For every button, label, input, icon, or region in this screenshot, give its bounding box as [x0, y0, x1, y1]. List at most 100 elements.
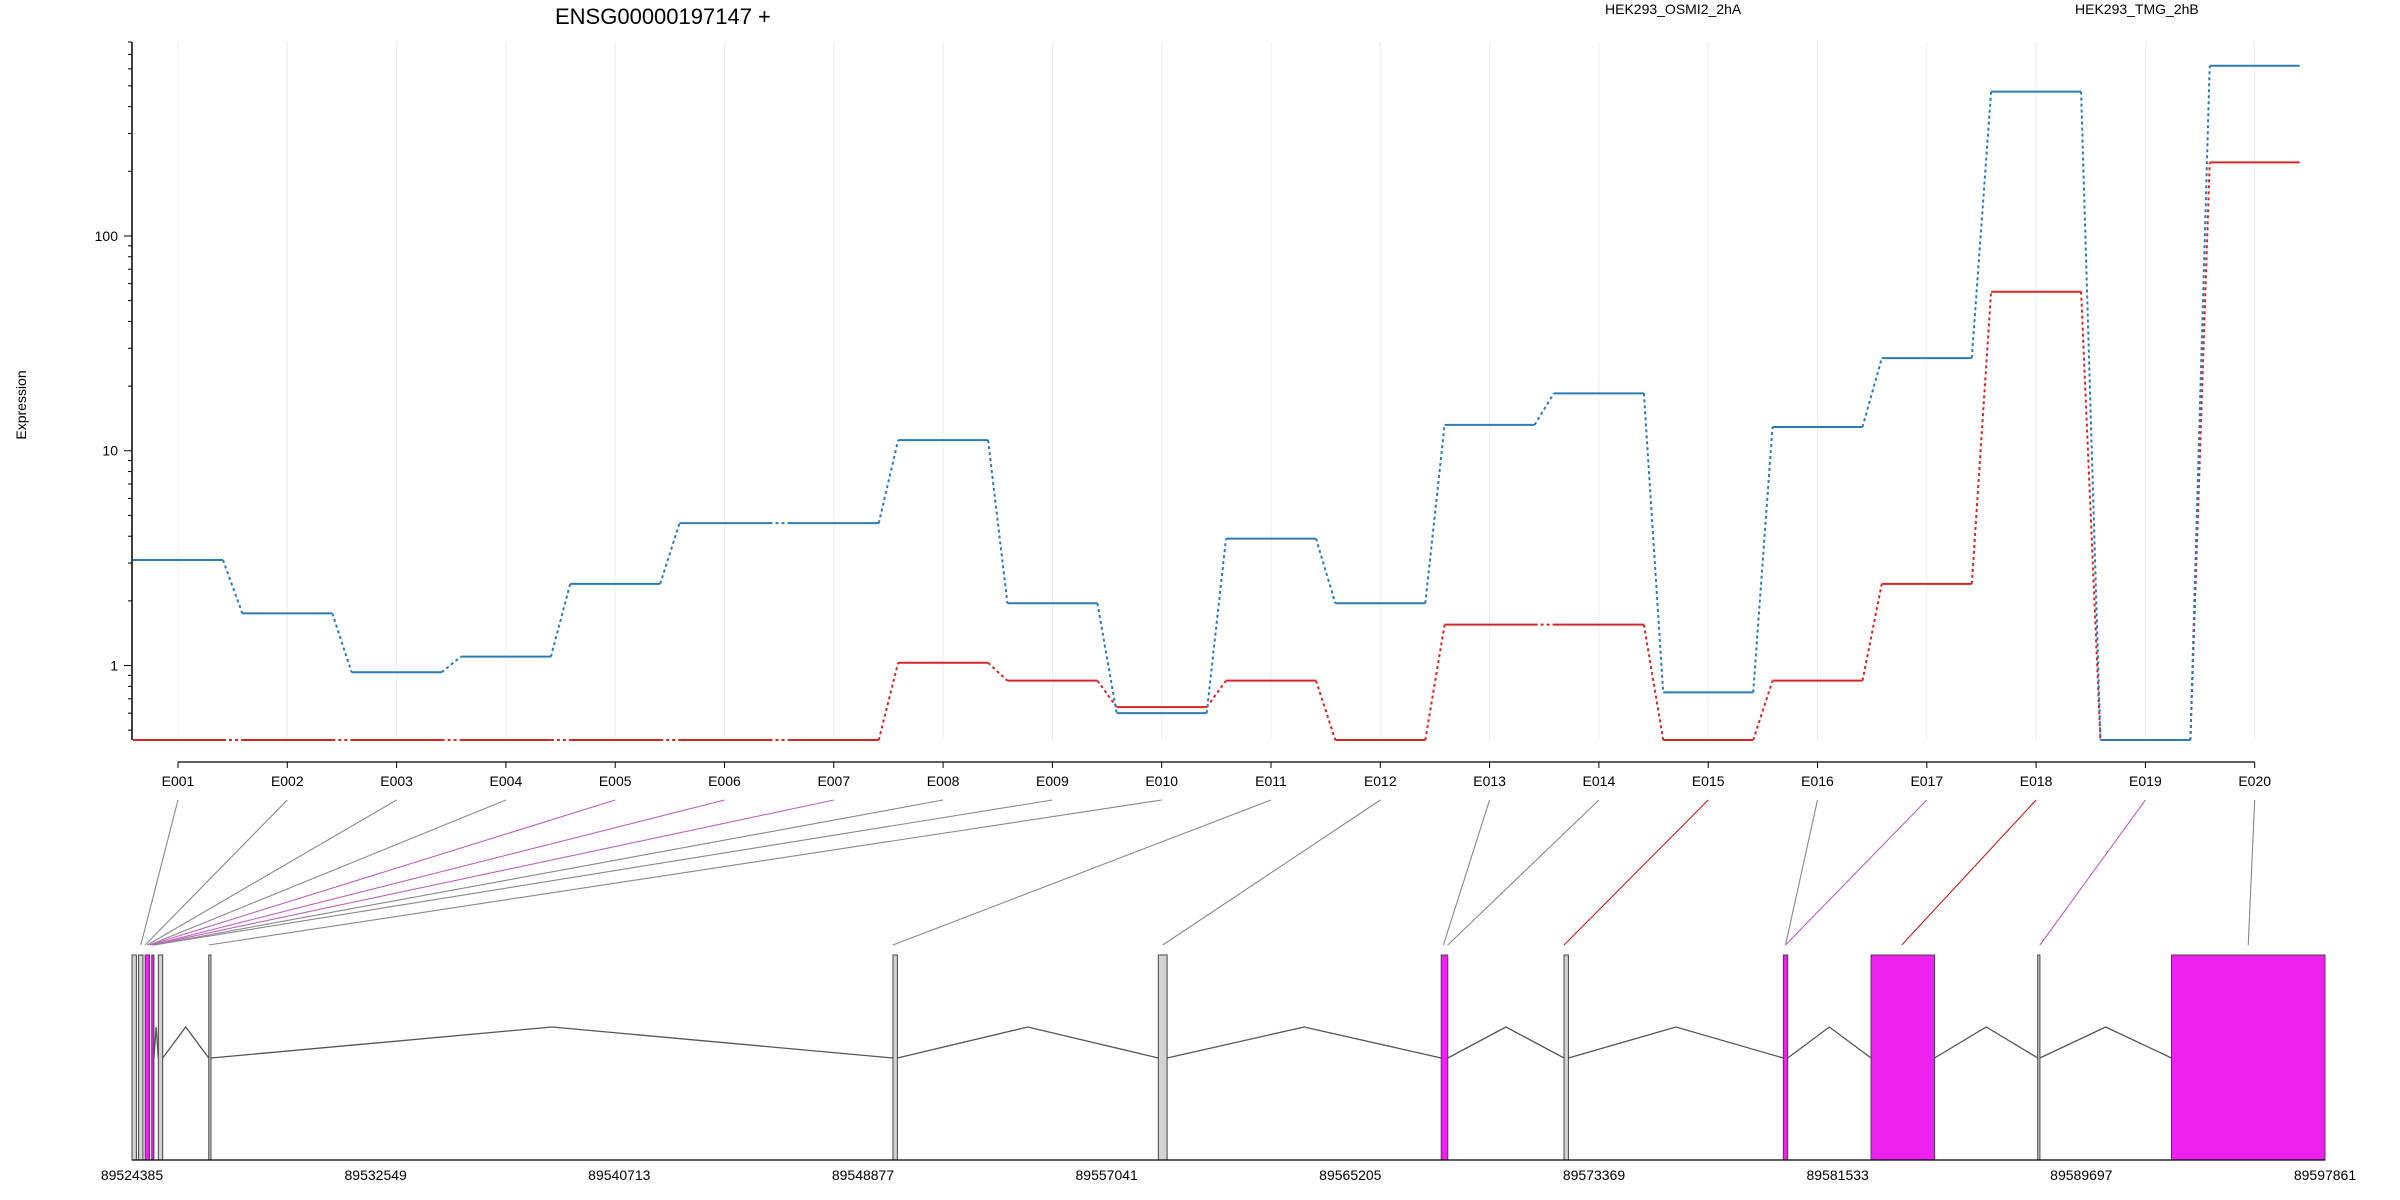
series-1-connector	[1424, 624, 1446, 741]
exon-block	[151, 954, 155, 1161]
intron-line	[1934, 1026, 2039, 1059]
exon-block	[1440, 954, 1449, 1161]
y-tick-label: 100	[95, 228, 119, 244]
intron-line	[1787, 1026, 1872, 1059]
exon-block	[2037, 954, 2041, 1161]
series-2-connector	[440, 655, 462, 674]
series-1-connector	[1752, 680, 1774, 741]
series-1-connector	[1315, 680, 1337, 741]
intron-line	[210, 1026, 894, 1059]
genomic-tick-label: 89565205	[1319, 1167, 1382, 1183]
series-2-connector	[2080, 91, 2102, 741]
exon-block	[1157, 954, 1168, 1161]
genomic-tick-label: 89524385	[101, 1167, 164, 1183]
exon-block	[157, 954, 164, 1161]
intron-line	[162, 1025, 210, 1059]
exon-block	[892, 954, 898, 1161]
exon-block	[1563, 954, 1569, 1161]
series-2	[133, 64, 2300, 741]
exon-connector	[1784, 799, 1819, 946]
y-tick-label: 1	[110, 658, 118, 674]
genomic-tick-label: 89573369	[1563, 1167, 1626, 1183]
exon-block	[208, 954, 212, 1161]
exon-connector	[1447, 799, 1600, 946]
exon-connector	[1162, 799, 1381, 946]
x-tick-label: E002	[271, 773, 304, 789]
x-tick-label: E012	[1364, 773, 1397, 789]
x-tick-label: E007	[817, 773, 850, 789]
exon-connector	[1901, 799, 2037, 946]
series-2-connector	[1970, 91, 1993, 359]
genomic-tick-label: 89597861	[2294, 1167, 2357, 1183]
series-2-connector	[1642, 393, 1665, 693]
exon-block	[2170, 954, 2326, 1161]
series-2-connector	[331, 613, 353, 673]
exon-connector	[149, 799, 616, 946]
series-1-connector	[877, 662, 900, 741]
genomic-tick-label: 89532549	[345, 1167, 408, 1183]
x-tick-label: E006	[708, 773, 741, 789]
series-1-connector	[987, 662, 1009, 682]
series-2-connector	[877, 439, 900, 524]
series-2-connector	[2189, 65, 2211, 741]
exon-connector	[144, 799, 288, 946]
series-1-connector	[2080, 291, 2102, 741]
x-tick-label: E011	[1255, 773, 1287, 789]
x-tick-label: E009	[1036, 773, 1069, 789]
x-tick-label: E018	[2020, 773, 2053, 789]
genomic-tick-label: 89581533	[1807, 1167, 1870, 1183]
genomic-tick-label: 89557041	[1076, 1167, 1139, 1183]
exon-connector	[2039, 799, 2146, 946]
series-1-connector	[1861, 583, 1883, 681]
x-tick-label: E014	[1583, 773, 1616, 789]
series-1-connector	[1970, 291, 1993, 584]
exon-connector	[1785, 799, 1928, 946]
series-2-connector	[222, 559, 244, 614]
y-axis-label: Expression	[13, 370, 29, 439]
exon-block	[138, 954, 144, 1161]
series-2-connector	[1205, 538, 1227, 714]
series-2-connector	[1424, 424, 1446, 604]
genomic-tick-label: 89548877	[832, 1167, 895, 1183]
x-tick-label: E005	[599, 773, 632, 789]
series-2-connector	[987, 440, 1009, 604]
intron-line	[897, 1026, 1159, 1059]
x-tick-label: E004	[490, 773, 523, 789]
x-tick-label: E013	[1473, 773, 1506, 789]
exon-connector	[153, 799, 1053, 946]
x-tick-label: E020	[2238, 773, 2271, 789]
series-2-connector	[1315, 538, 1337, 604]
series-2-connector	[1096, 603, 1118, 714]
x-tick-label: E019	[2129, 773, 2162, 789]
genomic-tick-label: 89589697	[2050, 1167, 2113, 1183]
series-2-connector	[1533, 392, 1555, 426]
x-tick-label: E003	[380, 773, 413, 789]
exon-block	[1782, 954, 1789, 1161]
exon-connector	[151, 799, 725, 946]
x-tick-label: E017	[1910, 773, 1943, 789]
x-tick-label: E016	[1801, 773, 1834, 789]
exon-connector	[149, 799, 507, 946]
intron-line	[153, 1026, 159, 1059]
series-2-connector	[1752, 426, 1774, 693]
exon-connector	[892, 799, 1272, 946]
y-tick-label: 10	[102, 443, 118, 459]
legend-series-2: HEK293_TMG_2hB	[2075, 1, 2199, 17]
legend-series-1: HEK293_OSMI2_2hA	[1605, 1, 1742, 17]
intron-line	[1568, 1026, 1784, 1059]
genomic-tick-label: 89540713	[588, 1167, 651, 1183]
exon-block	[131, 954, 137, 1161]
series-2-connector	[549, 583, 572, 657]
exon-connector	[1442, 799, 1491, 946]
chart-title: ENSG00000197147 +	[555, 4, 771, 29]
exon-connector	[2247, 799, 2256, 946]
series-2-connector	[659, 522, 681, 585]
x-tick-label: E008	[927, 773, 960, 789]
exon-connector	[1563, 799, 1709, 946]
x-tick-label: E010	[1145, 773, 1178, 789]
intron-line	[1447, 1026, 1565, 1059]
plot-area: 1 10 100 E001 E002 E003 E004 E005 E006 E007 E008 E0…	[95, 41, 2357, 1183]
exon-block	[1870, 954, 1936, 1161]
exon-connector	[208, 799, 1162, 946]
